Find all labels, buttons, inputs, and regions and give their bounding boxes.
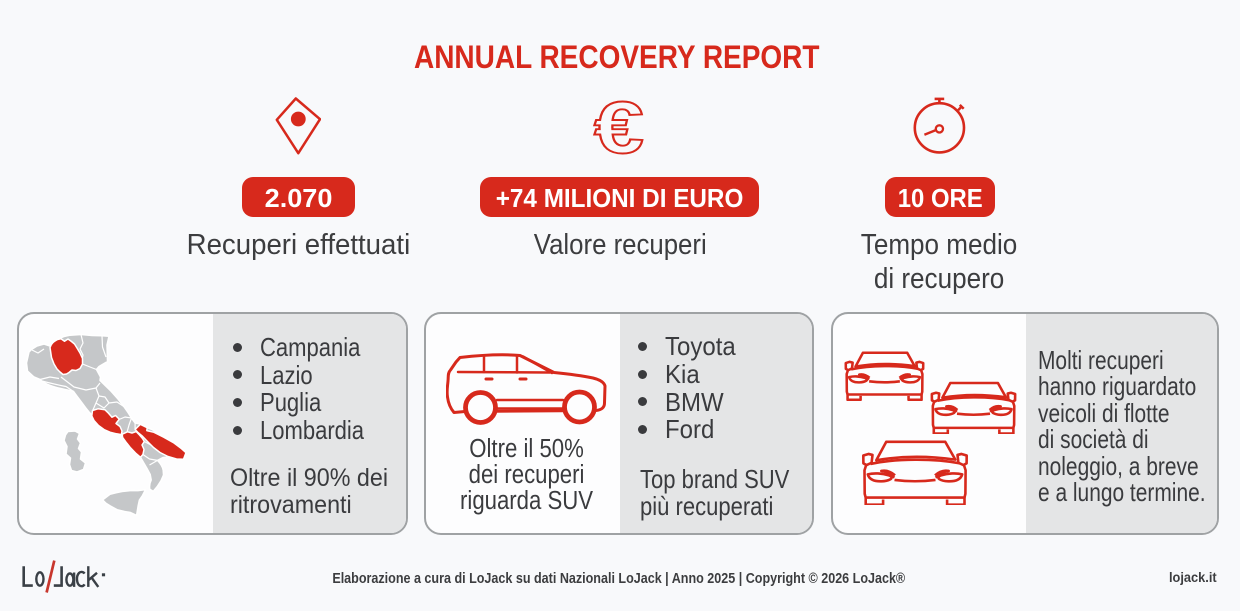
svg-text:€: € xyxy=(594,97,644,157)
